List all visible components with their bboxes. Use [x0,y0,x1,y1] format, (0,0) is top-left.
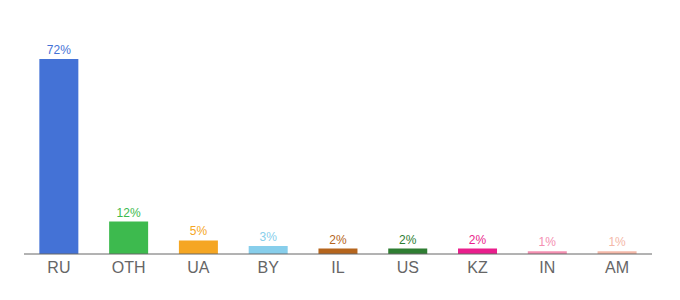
svg-text:2%: 2% [329,233,347,247]
svg-text:2%: 2% [469,233,487,247]
svg-text:1%: 1% [608,235,626,249]
svg-text:US: US [397,259,419,276]
svg-text:AM: AM [605,259,629,276]
svg-text:RU: RU [47,259,70,276]
svg-text:5%: 5% [190,224,208,238]
svg-text:1%: 1% [539,235,557,249]
svg-text:3%: 3% [260,230,278,244]
svg-text:KZ: KZ [467,259,488,276]
svg-text:UA: UA [187,259,210,276]
svg-text:IL: IL [331,259,344,276]
svg-text:72%: 72% [47,43,71,57]
svg-text:OTH: OTH [112,259,146,276]
svg-text:IN: IN [539,259,555,276]
svg-text:12%: 12% [117,206,141,220]
svg-text:2%: 2% [399,233,417,247]
svg-text:BY: BY [258,259,280,276]
